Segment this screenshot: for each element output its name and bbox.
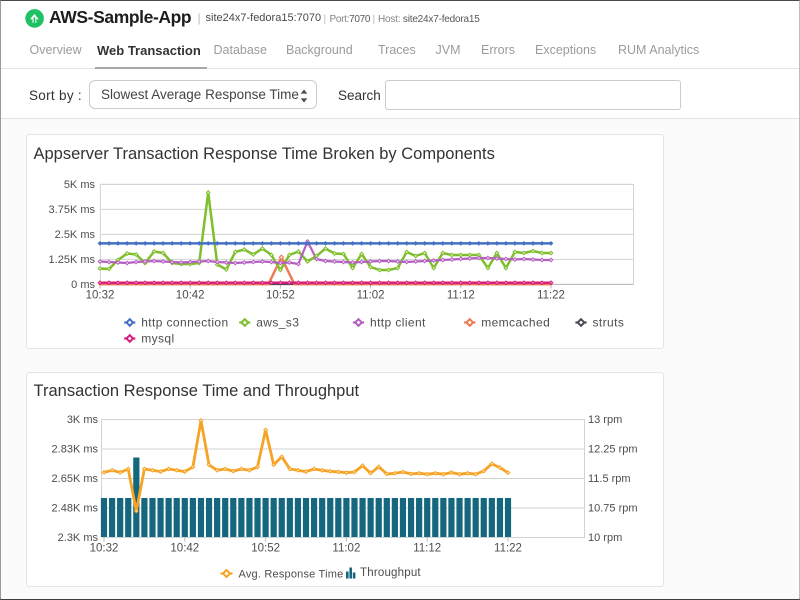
svg-text:Throughput: Throughput	[360, 567, 421, 579]
svg-text:10:32: 10:32	[89, 543, 118, 555]
svg-text:2.48K ms: 2.48K ms	[51, 503, 98, 515]
svg-text:12.25 rpm: 12.25 rpm	[588, 444, 638, 456]
svg-text:11:12: 11:12	[446, 290, 474, 302]
svg-text:memcached: memcached	[481, 316, 550, 330]
svg-text:http connection: http connection	[141, 316, 228, 330]
svg-text:Avg. Response Time: Avg. Response Time	[238, 569, 343, 581]
svg-text:0 ms: 0 ms	[71, 279, 95, 291]
svg-text:2.5K ms: 2.5K ms	[54, 229, 95, 241]
svg-text:10:42: 10:42	[170, 543, 199, 555]
svg-text:3.75K ms: 3.75K ms	[48, 204, 95, 216]
svg-text:3K ms: 3K ms	[66, 414, 98, 426]
svg-text:11:22: 11:22	[537, 290, 565, 302]
svg-text:11:02: 11:02	[332, 543, 360, 555]
svg-text:2.65K ms: 2.65K ms	[51, 473, 98, 485]
svg-text:13 rpm: 13 rpm	[588, 414, 622, 426]
svg-text:11:12: 11:12	[413, 543, 441, 555]
svg-text:10:52: 10:52	[266, 290, 295, 302]
svg-text:2.3K ms: 2.3K ms	[57, 532, 98, 544]
svg-text:10.75 rpm: 10.75 rpm	[588, 503, 638, 515]
svg-text:1.25K ms: 1.25K ms	[48, 254, 95, 266]
svg-text:11:22: 11:22	[494, 543, 522, 555]
svg-text:5K ms: 5K ms	[63, 179, 95, 191]
svg-text:11.5 rpm: 11.5 rpm	[588, 473, 631, 485]
svg-text:2.83K ms: 2.83K ms	[51, 444, 98, 456]
svg-text:aws_s3: aws_s3	[256, 316, 299, 330]
svg-text:http client: http client	[370, 316, 426, 330]
svg-text:mysql: mysql	[141, 332, 174, 346]
svg-text:struts: struts	[592, 316, 624, 330]
svg-text:11:02: 11:02	[356, 290, 384, 302]
svg-text:10:32: 10:32	[85, 290, 114, 302]
svg-text:10:42: 10:42	[175, 290, 204, 302]
svg-text:10 rpm: 10 rpm	[588, 532, 622, 544]
svg-text:10:52: 10:52	[251, 543, 280, 555]
